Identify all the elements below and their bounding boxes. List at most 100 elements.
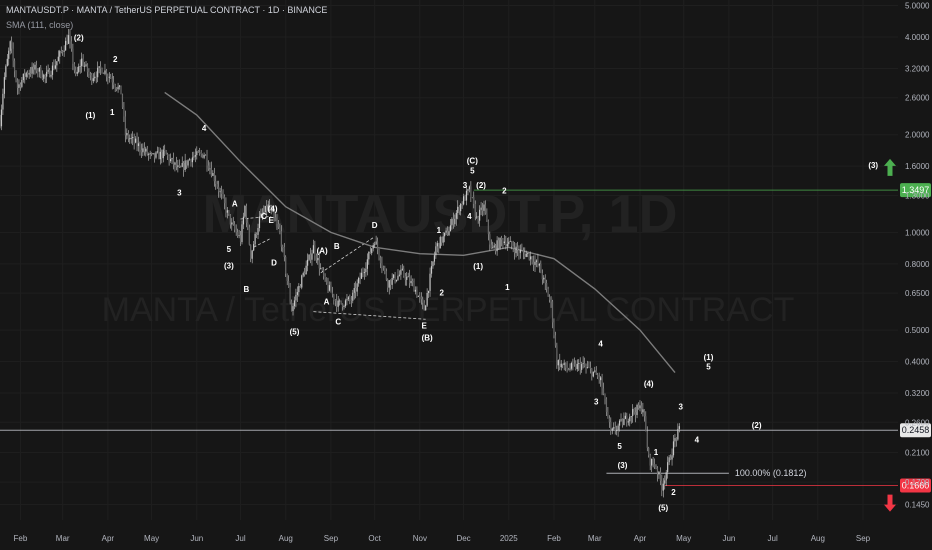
candle-body bbox=[2, 93, 4, 110]
x-axis-tick-label[interactable]: Oct bbox=[368, 534, 381, 543]
x-axis-tick-label[interactable]: Apr bbox=[102, 534, 115, 543]
candle-body bbox=[604, 394, 606, 399]
candle-body bbox=[640, 405, 643, 413]
candle-body bbox=[37, 70, 39, 72]
y-axis-tick-label[interactable]: 0.4000 bbox=[905, 358, 930, 367]
sma-indicator-legend[interactable]: SMA (111, close) bbox=[6, 20, 74, 30]
candle-body bbox=[11, 41, 13, 49]
candle-body bbox=[381, 263, 383, 267]
candle-body bbox=[113, 82, 115, 86]
candle-body bbox=[21, 80, 23, 87]
y-axis-tick-label[interactable]: 5.0000 bbox=[905, 2, 930, 11]
y-axis-tick-label[interactable]: 0.1450 bbox=[905, 501, 930, 510]
y-axis-tick-label[interactable]: 1.6000 bbox=[905, 162, 930, 171]
candle-body bbox=[193, 156, 195, 158]
candle-body bbox=[199, 152, 201, 154]
x-axis-tick-label[interactable]: Jun bbox=[722, 534, 735, 543]
x-axis-tick-label[interactable]: Jun bbox=[190, 534, 203, 543]
candle-body bbox=[0, 121, 1, 127]
symbol-title[interactable]: MANTAUSDT.P · MANTA / TetherUS PERPETUAL… bbox=[6, 5, 328, 15]
candle-body bbox=[299, 285, 301, 288]
candle-body bbox=[213, 173, 215, 182]
x-axis-tick-label[interactable]: Mar bbox=[588, 534, 602, 543]
y-axis-tick-label[interactable]: 0.6500 bbox=[905, 289, 930, 298]
candle-body bbox=[433, 255, 436, 262]
candle-body bbox=[505, 241, 507, 247]
y-axis-tick-label[interactable]: 0.8000 bbox=[905, 260, 930, 269]
candle-body bbox=[185, 160, 188, 166]
candle-body bbox=[24, 73, 26, 77]
x-axis-tick-label[interactable]: Jul bbox=[768, 534, 778, 543]
y-axis-tick-label[interactable]: 2.6000 bbox=[905, 94, 930, 103]
x-axis-tick-label[interactable]: Dec bbox=[456, 534, 470, 543]
candle-body bbox=[162, 149, 164, 159]
y-axis-tick-label[interactable]: 0.1700 bbox=[905, 478, 930, 487]
candle-body bbox=[197, 151, 199, 153]
candle-body bbox=[8, 50, 10, 59]
y-axis-tick-label[interactable]: 1.0000 bbox=[905, 228, 930, 237]
candle-body bbox=[222, 194, 224, 197]
y-axis-tick-label[interactable]: 0.2100 bbox=[905, 448, 930, 457]
wave-label: (3) bbox=[868, 161, 878, 170]
x-axis-tick-label[interactable]: Aug bbox=[279, 534, 293, 543]
price-level-badge bbox=[900, 478, 931, 493]
candle-body bbox=[403, 268, 405, 276]
candle-body bbox=[67, 35, 70, 44]
candle-body bbox=[496, 240, 498, 252]
x-axis-tick-label[interactable]: Sep bbox=[324, 534, 339, 543]
candle-body bbox=[206, 155, 208, 166]
wave-label: B bbox=[334, 242, 340, 251]
candle-body bbox=[285, 256, 287, 274]
x-axis-tick-label[interactable]: Feb bbox=[547, 534, 561, 543]
wave-label: (1) bbox=[473, 262, 483, 271]
candle-body bbox=[62, 51, 64, 53]
candle-body bbox=[126, 132, 128, 136]
candle-body bbox=[22, 73, 24, 81]
candle-body bbox=[417, 296, 419, 297]
candle-body bbox=[161, 151, 163, 159]
candle-body bbox=[190, 159, 192, 163]
candle-body bbox=[216, 183, 218, 187]
y-axis-tick-label[interactable]: 0.5000 bbox=[905, 326, 930, 335]
y-axis-tick-label[interactable]: 3.2000 bbox=[905, 64, 930, 73]
x-axis-tick-label[interactable]: May bbox=[676, 534, 691, 543]
candle-body bbox=[311, 253, 313, 260]
y-axis-tick-label[interactable]: 1.3000 bbox=[905, 191, 930, 200]
x-axis-tick-label[interactable]: Feb bbox=[14, 534, 28, 543]
candle-body bbox=[672, 441, 675, 456]
candle-body bbox=[347, 297, 350, 300]
candle-body bbox=[427, 290, 430, 293]
candle-body bbox=[27, 72, 29, 75]
x-axis-tick-label[interactable]: 2025 bbox=[500, 534, 518, 543]
candle-body bbox=[167, 154, 169, 156]
x-axis-tick-label[interactable]: Aug bbox=[811, 534, 825, 543]
candle-body bbox=[136, 138, 138, 147]
x-axis-tick-label[interactable]: Mar bbox=[56, 534, 70, 543]
candle-body bbox=[538, 263, 540, 266]
wave-label: 3 bbox=[463, 181, 468, 190]
candle-body bbox=[645, 416, 647, 432]
candle-body bbox=[598, 376, 600, 381]
y-axis-tick-label[interactable]: 0.2600 bbox=[905, 418, 930, 427]
candle-body bbox=[512, 245, 514, 249]
candle-body bbox=[318, 257, 320, 269]
candle-body bbox=[174, 162, 176, 165]
x-axis-tick-label[interactable]: Jul bbox=[235, 534, 245, 543]
candle-body bbox=[467, 189, 469, 191]
x-axis-tick-label[interactable]: May bbox=[144, 534, 159, 543]
candle-body bbox=[393, 274, 395, 278]
y-axis-tick-label[interactable]: 2.0000 bbox=[905, 131, 930, 140]
y-axis-tick-label[interactable]: 0.3200 bbox=[905, 389, 930, 398]
y-axis-tick-label[interactable]: 4.0000 bbox=[905, 33, 930, 42]
x-axis-tick-label[interactable]: Apr bbox=[634, 534, 647, 543]
candle-body bbox=[581, 364, 583, 370]
x-axis-tick-label[interactable]: Sep bbox=[856, 534, 871, 543]
candle-body bbox=[95, 76, 97, 78]
candle-body bbox=[266, 205, 268, 211]
candle-body bbox=[535, 260, 538, 262]
candle-body bbox=[239, 235, 242, 243]
x-axis-tick-label[interactable]: Nov bbox=[413, 534, 427, 543]
candle-body bbox=[59, 51, 61, 57]
candle-body bbox=[430, 266, 433, 274]
